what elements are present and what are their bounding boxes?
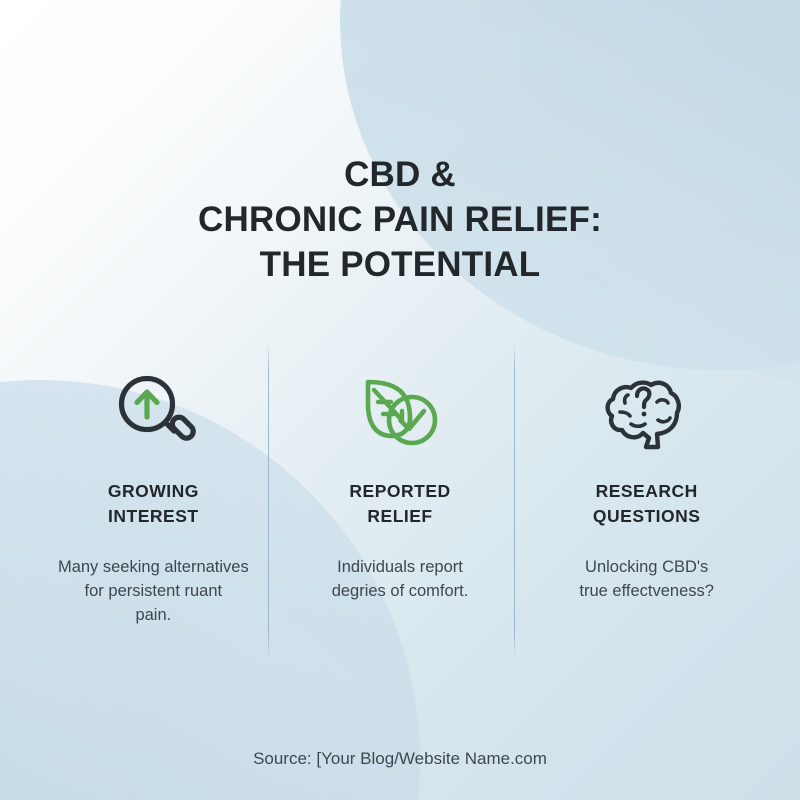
- column-research-questions: Research Questions Unlocking CBD's true …: [523, 343, 770, 603]
- brain-question-icon: [601, 355, 693, 467]
- column-divider-2: [514, 343, 515, 659]
- column-heading: Research Questions: [592, 481, 701, 526]
- page-title: CBD & Chronic Pain Relief: The Potential: [0, 152, 800, 287]
- column-heading: Reported Relief: [349, 481, 451, 526]
- column-growing-interest: Growing Interest Many seeking alternativ…: [30, 343, 277, 627]
- column-body-text: Unlocking CBD's true effectveness?: [579, 558, 714, 600]
- column-body-text: Many seeking alternatives for persistent…: [57, 558, 249, 624]
- leaf-check-icon: [354, 355, 446, 467]
- title-line-3: The Potential: [259, 245, 541, 284]
- column-reported-relief: Reported Relief Individuals report degri…: [277, 343, 524, 603]
- source-attribution: Source: [Your Blog/Website Name.com: [253, 749, 547, 768]
- title-line-1: CBD &: [344, 155, 456, 194]
- title-line-2: Chronic Pain Relief:: [198, 200, 602, 239]
- feature-columns: Growing Interest Many seeking alternativ…: [30, 343, 770, 663]
- magnifier-up-arrow-icon: [110, 355, 197, 467]
- column-heading: Growing Interest: [107, 481, 199, 526]
- column-body-text: Individuals report degries of comfort.: [331, 558, 469, 600]
- column-divider-1: [268, 343, 269, 659]
